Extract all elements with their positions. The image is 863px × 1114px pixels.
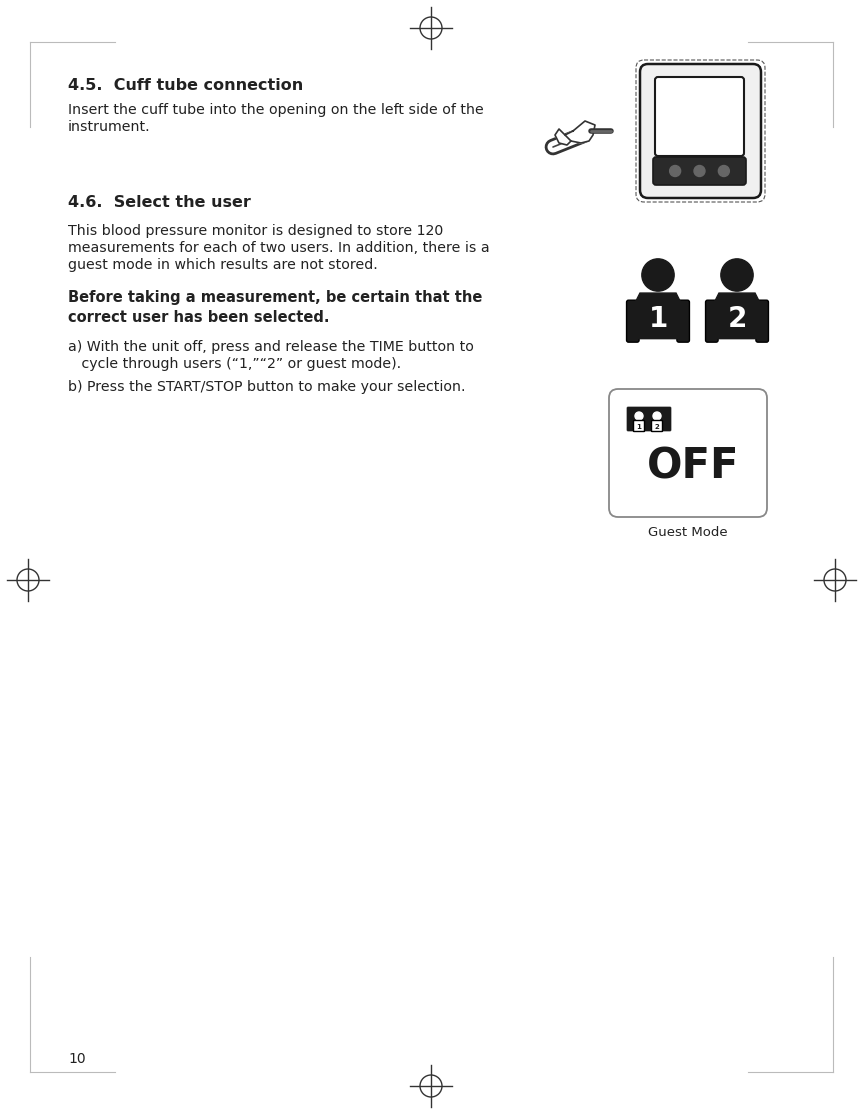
Text: 4.6.  Select the user: 4.6. Select the user — [68, 195, 251, 211]
Polygon shape — [713, 293, 761, 339]
FancyBboxPatch shape — [633, 420, 645, 431]
Text: 10: 10 — [68, 1052, 85, 1066]
Text: Insert the cuff tube into the opening on the left side of the: Insert the cuff tube into the opening on… — [68, 102, 484, 117]
Polygon shape — [555, 129, 571, 145]
Text: measurements for each of two users. In addition, there is a: measurements for each of two users. In a… — [68, 241, 489, 255]
FancyBboxPatch shape — [640, 63, 761, 198]
Circle shape — [718, 166, 729, 176]
Text: This blood pressure monitor is designed to store 120: This blood pressure monitor is designed … — [68, 224, 444, 238]
Circle shape — [694, 166, 705, 176]
Text: 4.5.  Cuff tube connection: 4.5. Cuff tube connection — [68, 78, 303, 92]
Polygon shape — [565, 121, 595, 143]
Text: a) With the unit off, press and release the TIME button to: a) With the unit off, press and release … — [68, 340, 474, 354]
Text: 2: 2 — [728, 305, 746, 333]
Circle shape — [653, 412, 661, 420]
FancyBboxPatch shape — [652, 420, 663, 431]
FancyBboxPatch shape — [653, 157, 746, 185]
Text: instrument.: instrument. — [68, 120, 151, 134]
FancyBboxPatch shape — [677, 300, 690, 342]
Circle shape — [670, 166, 681, 176]
Text: cycle through users (“1,”“2” or guest mode).: cycle through users (“1,”“2” or guest mo… — [68, 356, 401, 371]
Text: b) Press the START/STOP button to make your selection.: b) Press the START/STOP button to make y… — [68, 380, 465, 394]
Text: OFF: OFF — [646, 446, 740, 487]
FancyBboxPatch shape — [609, 389, 767, 517]
FancyBboxPatch shape — [627, 407, 671, 431]
Text: correct user has been selected.: correct user has been selected. — [68, 310, 330, 325]
FancyBboxPatch shape — [706, 300, 718, 342]
Text: guest mode in which results are not stored.: guest mode in which results are not stor… — [68, 258, 378, 272]
FancyBboxPatch shape — [627, 300, 639, 342]
Text: Guest Mode: Guest Mode — [648, 526, 728, 539]
Polygon shape — [634, 293, 682, 339]
Text: 1: 1 — [637, 424, 641, 430]
Circle shape — [635, 412, 643, 420]
Text: 1: 1 — [648, 305, 668, 333]
Text: 2: 2 — [655, 424, 659, 430]
Circle shape — [721, 258, 753, 291]
FancyBboxPatch shape — [655, 77, 744, 156]
FancyBboxPatch shape — [756, 300, 768, 342]
Text: Before taking a measurement, be certain that the: Before taking a measurement, be certain … — [68, 290, 482, 305]
Circle shape — [642, 258, 674, 291]
